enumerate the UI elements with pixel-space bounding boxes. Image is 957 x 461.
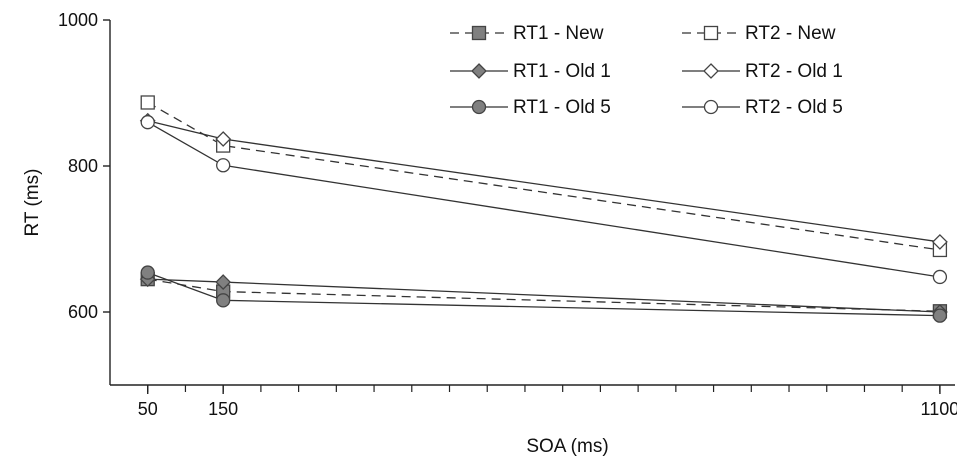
legend-label: RT2 - Old 5: [745, 97, 843, 118]
data-point: [215, 274, 232, 290]
data-point: [932, 308, 948, 323]
legend-item: RT1 - Old 5: [450, 97, 611, 118]
legend-marker: [471, 63, 487, 79]
series-line: [147, 271, 940, 317]
legend-marker: [703, 25, 719, 41]
legend-label: RT2 - Old 1: [745, 61, 843, 82]
series-layer: [139, 95, 948, 323]
series-line: [147, 101, 941, 251]
data-point: [140, 115, 155, 130]
legend-label: RT2 - New: [745, 23, 836, 44]
legend-item: RT2 - Old 5: [682, 97, 843, 118]
series-4: [139, 112, 948, 250]
legend-item: RT2 - Old 1: [682, 61, 843, 82]
legend-label: RT1 - Old 5: [513, 97, 611, 118]
series-3: [140, 95, 948, 258]
y-axis-title: RT (ms): [22, 169, 43, 237]
legend-item: RT2 - New: [682, 23, 836, 44]
y-tick-label: 800: [68, 156, 98, 176]
data-point: [140, 265, 155, 280]
data-point: [215, 131, 232, 147]
legend-label: RT1 - Old 1: [513, 61, 611, 82]
series-5: [140, 115, 948, 285]
x-tick-label: 50: [138, 399, 158, 419]
legend-marker: [471, 99, 487, 115]
series-1: [139, 271, 948, 320]
axes: 600 800 1000 50 150 1100: [58, 10, 957, 419]
legend-item: RT1 - Old 1: [450, 61, 611, 82]
series-2: [140, 265, 948, 323]
legend-marker: [703, 63, 719, 79]
data-point: [216, 158, 231, 173]
x-tick-label: 1100: [921, 399, 957, 419]
legend-item: RT1 - New: [450, 23, 604, 44]
data-point: [216, 293, 231, 308]
y-tick-label: 600: [68, 302, 98, 322]
data-point: [931, 234, 948, 250]
legend-marker: [471, 25, 487, 41]
x-axis-title: SOA (ms): [526, 436, 608, 457]
y-tick-label: 1000: [58, 10, 98, 30]
legend: RT1 - New RT1 - Old 1 RT1 - Old 5 RT2 - New…: [450, 23, 843, 118]
series-line: [147, 120, 941, 243]
x-tick-label: 150: [208, 399, 238, 419]
legend-label: RT1 - New: [513, 23, 604, 44]
legend-marker: [703, 99, 719, 115]
data-point: [140, 95, 155, 110]
data-point: [932, 269, 948, 285]
